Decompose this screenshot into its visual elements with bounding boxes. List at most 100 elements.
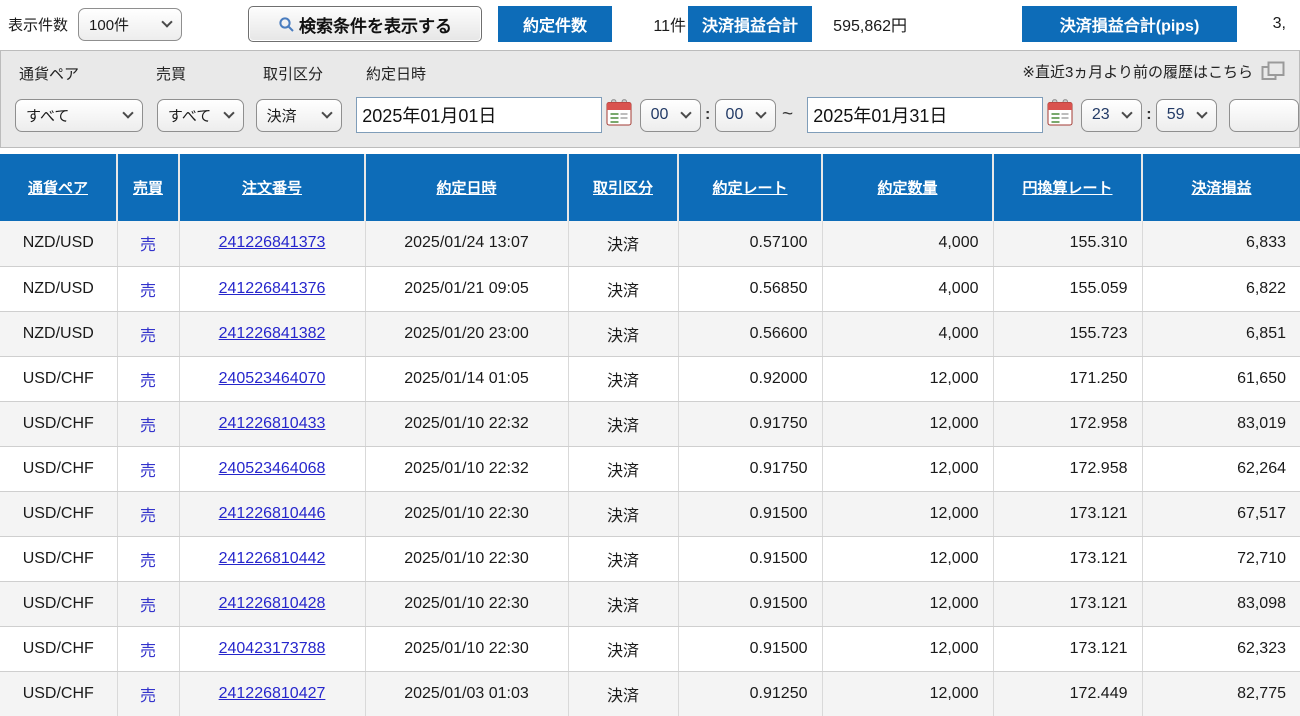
from-hour-value: 00 xyxy=(650,106,669,123)
time-colon: : xyxy=(1146,106,1152,123)
chevron-down-icon xyxy=(222,107,235,119)
header-pnl[interactable]: 決済損益 xyxy=(1142,154,1300,221)
executions-count-badge: 約定件数 xyxy=(498,6,613,42)
from-minute-select[interactable]: 00 xyxy=(714,98,776,132)
cell-pair: USD/CHF xyxy=(0,356,118,402)
calendar-icon[interactable] xyxy=(606,99,632,131)
cell-trade-type: 決済 xyxy=(568,536,679,582)
order-number-link[interactable]: 241226810442 xyxy=(218,549,326,567)
table-row: NZD/USD 売 241226841382 2025/01/20 23:00 … xyxy=(0,311,1300,357)
display-count-value: 100件 xyxy=(89,16,130,34)
order-number-link[interactable]: 241226810446 xyxy=(218,504,326,522)
cell-exec-rate: 0.91500 xyxy=(678,491,823,537)
header-side[interactable]: 売買 xyxy=(117,154,180,221)
cell-exec-rate: 0.56850 xyxy=(678,266,823,312)
date-to-input[interactable]: 2025年01月31日 xyxy=(807,97,1043,133)
to-minute-select[interactable]: 59 xyxy=(1155,98,1217,132)
order-number-link[interactable]: 241226841376 xyxy=(218,279,326,297)
chevron-down-icon xyxy=(755,107,767,119)
cell-pair: USD/CHF xyxy=(0,536,118,582)
cell-exec-rate: 0.91500 xyxy=(678,581,823,627)
range-separator: ~ xyxy=(781,104,794,125)
cell-trade-type: 決済 xyxy=(568,626,679,672)
to-hour-select[interactable]: 23 xyxy=(1080,98,1143,132)
cell-yen-rate: 173.121 xyxy=(993,626,1143,672)
cell-order-number: 241226841382 xyxy=(179,311,366,357)
cell-exec-rate: 0.91500 xyxy=(678,536,823,582)
calendar-icon[interactable] xyxy=(1047,99,1073,131)
order-number-link[interactable]: 241226810433 xyxy=(218,414,326,432)
table-header: 通貨ペア 売買 注文番号 約定日時 取引区分 約定レート 約定数量 円換算レート… xyxy=(0,154,1300,221)
show-search-conditions-button[interactable]: 検索条件を表示する xyxy=(248,6,483,42)
header-yen-rate[interactable]: 円換算レート xyxy=(993,154,1143,221)
side-filter-select[interactable]: すべて xyxy=(156,98,244,132)
cell-exec-datetime: 2025/01/10 22:32 xyxy=(365,401,569,447)
total-pnl-pips-badge: 決済損益合計(pips) xyxy=(1022,6,1238,42)
cell-order-number: 241226810428 xyxy=(179,581,366,627)
table-row: NZD/USD 売 241226841373 2025/01/24 13:07 … xyxy=(0,221,1300,267)
chevron-down-icon xyxy=(321,107,333,119)
cell-exec-qty: 12,000 xyxy=(822,401,994,447)
cell-side: 売 xyxy=(117,356,180,402)
cell-side: 売 xyxy=(117,626,180,672)
chevron-down-icon xyxy=(1196,107,1208,119)
header-exec-qty[interactable]: 約定数量 xyxy=(822,154,994,221)
cell-exec-rate: 0.92000 xyxy=(678,356,823,402)
cell-exec-datetime: 2025/01/10 22:30 xyxy=(365,536,569,582)
cell-exec-datetime: 2025/01/10 22:32 xyxy=(365,446,569,492)
pair-filter-value: すべて xyxy=(26,107,70,125)
order-number-link[interactable]: 240523464068 xyxy=(218,459,326,477)
cell-order-number: 240423173788 xyxy=(179,626,366,672)
cell-trade-type: 決済 xyxy=(568,311,679,357)
cell-pair: NZD/USD xyxy=(0,266,118,312)
cell-pnl: 67,517 xyxy=(1142,491,1300,537)
side-filter-value: すべて xyxy=(167,107,212,125)
cell-exec-datetime: 2025/01/10 22:30 xyxy=(365,581,569,627)
header-exec-datetime[interactable]: 約定日時 xyxy=(365,154,569,221)
order-number-link[interactable]: 241226841373 xyxy=(218,234,326,252)
order-number-link[interactable]: 240523464070 xyxy=(218,369,326,387)
cell-order-number: 241226810433 xyxy=(179,401,366,447)
cell-pair: USD/CHF xyxy=(0,401,118,447)
pair-filter-select[interactable]: すべて xyxy=(15,98,143,132)
new-window-icon[interactable] xyxy=(1261,61,1285,86)
table-row: USD/CHF 売 241226810428 2025/01/10 22:30 … xyxy=(0,581,1300,627)
toolbar: 表示件数 100件 検索条件を表示する 約定件数 11件 決済損益合計 595,… xyxy=(0,0,1300,48)
header-trade-type[interactable]: 取引区分 xyxy=(568,154,679,221)
cell-trade-type: 決済 xyxy=(568,491,679,537)
order-number-link[interactable]: 241226810428 xyxy=(218,594,326,612)
type-filter-select[interactable]: 決済 xyxy=(255,98,343,132)
cell-order-number: 241226841376 xyxy=(179,266,366,312)
cell-exec-qty: 12,000 xyxy=(822,446,994,492)
order-number-link[interactable]: 241226810427 xyxy=(218,684,326,702)
table-body: NZD/USD 売 241226841373 2025/01/24 13:07 … xyxy=(0,221,1300,716)
to-minute-value: 59 xyxy=(1166,106,1185,123)
cell-pnl: 62,323 xyxy=(1142,626,1300,672)
cell-yen-rate: 155.723 xyxy=(993,311,1143,357)
order-number-link[interactable]: 240423173788 xyxy=(218,639,326,657)
table-row: USD/CHF 売 240423173788 2025/01/10 22:30 … xyxy=(0,626,1300,672)
cell-yen-rate: 171.250 xyxy=(993,356,1143,402)
display-count-select[interactable]: 100件 xyxy=(78,7,183,41)
filter-label-type: 取引区分 xyxy=(263,66,324,83)
type-filter-value: 決済 xyxy=(266,107,297,125)
header-pair[interactable]: 通貨ペア xyxy=(0,154,118,221)
from-minute-value: 00 xyxy=(725,106,744,123)
order-number-link[interactable]: 241226841382 xyxy=(218,324,326,342)
cell-pair: USD/CHF xyxy=(0,626,118,672)
filter-label-side: 売買 xyxy=(156,66,187,83)
cell-trade-type: 決済 xyxy=(568,446,679,492)
cell-yen-rate: 155.059 xyxy=(993,266,1143,312)
cell-exec-qty: 12,000 xyxy=(822,626,994,672)
from-hour-select[interactable]: 00 xyxy=(639,98,701,132)
cell-yen-rate: 172.958 xyxy=(993,446,1143,492)
cell-pnl: 61,650 xyxy=(1142,356,1300,402)
cell-pnl: 72,710 xyxy=(1142,536,1300,582)
filter-label-pair: 通貨ペア xyxy=(19,66,80,83)
date-from-input[interactable]: 2025年01月01日 xyxy=(356,97,602,133)
cell-trade-type: 決済 xyxy=(568,356,679,402)
truncated-control[interactable] xyxy=(1228,98,1299,132)
chevron-down-icon xyxy=(161,16,173,28)
header-exec-rate[interactable]: 約定レート xyxy=(678,154,823,221)
header-order-number[interactable]: 注文番号 xyxy=(179,154,366,221)
